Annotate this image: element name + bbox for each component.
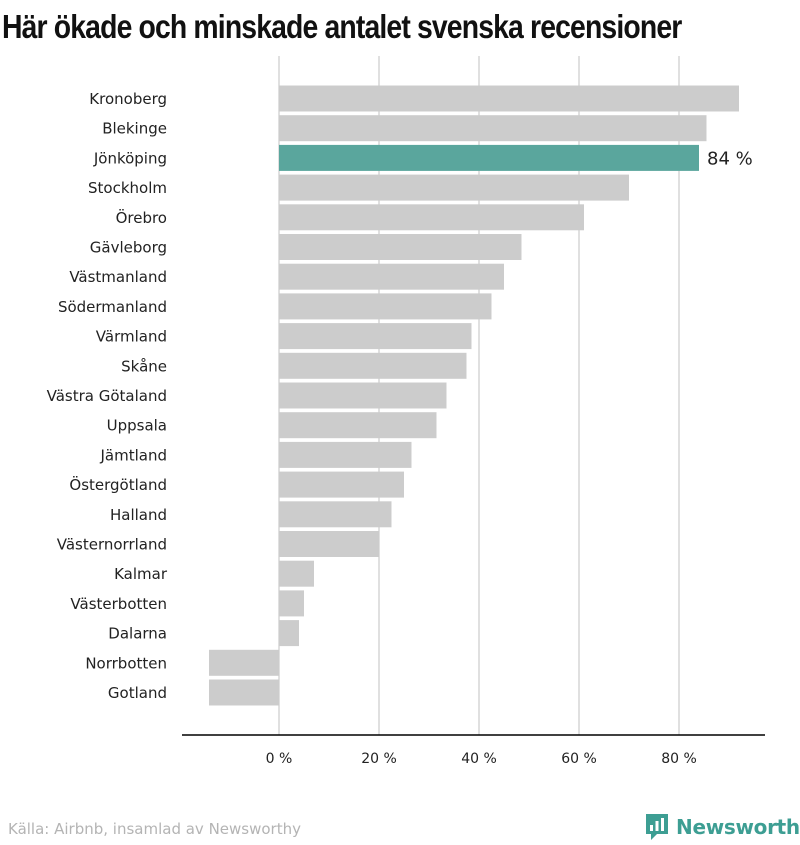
bar-västmanland (279, 263, 504, 290)
bar-västernorrland (279, 531, 379, 557)
bar-kronoberg (279, 85, 739, 112)
data-label: 84 % (707, 148, 753, 169)
bar-västra-götaland (279, 382, 447, 409)
x-tick-label: 20 % (361, 751, 397, 767)
x-tick-label: 60 % (561, 751, 597, 767)
bar-halland (279, 501, 392, 528)
bar-dalarna (279, 620, 299, 647)
category-label: Västra Götaland (47, 387, 167, 405)
bar-jämtland (279, 441, 412, 468)
category-label: Kalmar (114, 565, 168, 583)
category-label: Kronoberg (89, 90, 167, 108)
bars (209, 85, 739, 706)
bar-skåne (279, 352, 467, 379)
brand-logo: Newsworthy (644, 812, 800, 842)
x-tick-label: 0 % (266, 751, 293, 767)
category-label: Halland (110, 506, 167, 524)
category-label: Örebro (116, 208, 167, 227)
category-label: Södermanland (58, 298, 167, 316)
category-label: Västmanland (69, 268, 167, 286)
x-tick-label: 40 % (461, 751, 497, 767)
category-label: Västernorrland (57, 536, 167, 554)
category-label: Gotland (108, 684, 167, 702)
bar-norrbotten (209, 649, 279, 676)
category-labels: Kronoberg Blekinge Jönköping Stockholm Örebr… (47, 90, 168, 702)
category-label: Norrbotten (85, 654, 167, 672)
bar-södermanland (279, 293, 492, 320)
chart-title: Här ökade och minskade antalet svenska r… (2, 8, 682, 45)
bar-gävleborg (279, 234, 522, 260)
bar-värmland (279, 323, 472, 350)
category-label: Blekinge (102, 120, 167, 138)
source-note: Källa: Airbnb, insamlad av Newsworthy (8, 820, 301, 838)
bar-blekinge (279, 115, 707, 142)
category-label: Dalarna (108, 625, 167, 643)
bar-jönköping (279, 144, 699, 171)
x-tick-labels: 0 % 20 % 40 % 60 % 80 % (266, 751, 697, 767)
bar-västerbotten (279, 590, 304, 617)
bar-gotland (209, 679, 279, 706)
category-label: Stockholm (88, 179, 167, 197)
category-label: Jämtland (100, 446, 168, 464)
category-label: Jönköping (93, 149, 167, 167)
bar-östergötland (279, 471, 404, 498)
bar-kalmar (279, 560, 314, 587)
category-label: Gävleborg (90, 239, 167, 257)
bar-stockholm (279, 174, 629, 201)
x-tick-label: 80 % (661, 751, 697, 767)
category-label: Västerbotten (70, 595, 167, 613)
category-label: Östergötland (69, 475, 167, 494)
bar-uppsala (279, 412, 437, 439)
data-labels: 84 % (707, 148, 753, 169)
bar-chart: Kronoberg Blekinge Jönköping Stockholm Örebr… (47, 56, 765, 767)
category-label: Skåne (121, 357, 167, 375)
bar-örebro (279, 204, 584, 231)
newsworthy-logo-icon (646, 814, 668, 840)
brand-name: Newsworthy (676, 815, 800, 839)
category-label: Värmland (96, 328, 167, 346)
category-label: Uppsala (107, 417, 167, 435)
